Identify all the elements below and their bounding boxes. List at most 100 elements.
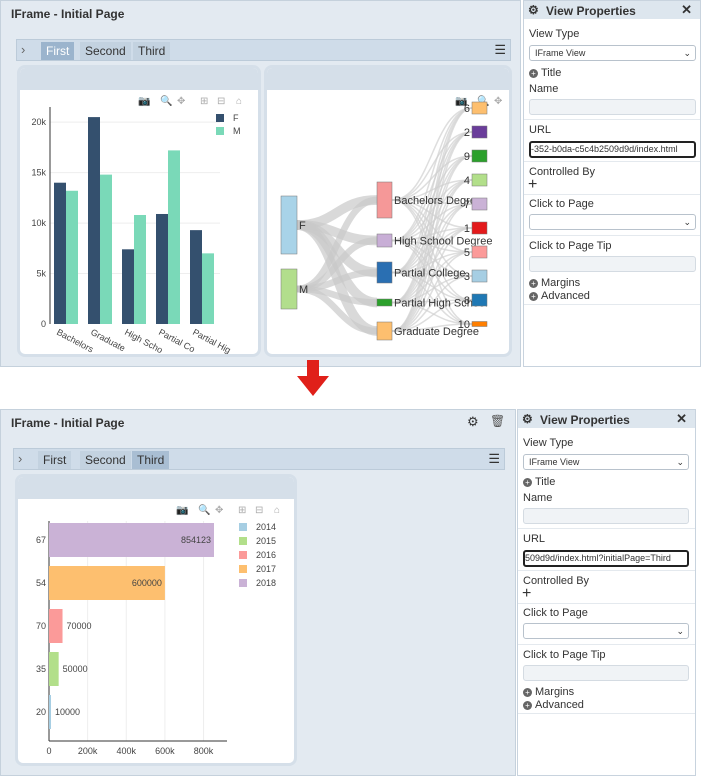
chevron-down-icon: ⌄ (676, 457, 684, 467)
add-controller-icon[interactable]: + (522, 585, 532, 602)
chevron-right-icon[interactable]: › (21, 42, 26, 57)
home-icon[interactable]: ⌂ (236, 96, 242, 107)
advanced-toggle[interactable]: + Advanced (523, 699, 584, 711)
x-tick-label: Partial Hig (191, 327, 232, 355)
click-to-page-tip-field[interactable] (529, 256, 696, 272)
sankey-link (391, 275, 473, 332)
legend-swatch (239, 537, 247, 545)
camera-icon[interactable]: 📷 (455, 96, 467, 107)
view-type-select[interactable]: IFrame View ⌄ (529, 45, 696, 61)
home-icon[interactable]: ⌂ (274, 505, 280, 516)
url-value: -352-b0da-c5c4b2509d9d/index.html (531, 144, 678, 154)
title-section-toggle[interactable]: + Title (529, 67, 561, 79)
page-panel-after: IFrame - Initial Page ⚙ 🗑 › First Second… (0, 409, 516, 776)
x-tick-label: High Scho (123, 327, 164, 355)
data-label: 50000 (63, 664, 88, 674)
tab-first[interactable]: First (38, 451, 72, 469)
sankey-node-label: 4 (464, 175, 470, 187)
plus-icon: + (529, 278, 538, 288)
chevron-right-icon[interactable]: › (18, 451, 23, 466)
controlled-by-label: Controlled By (529, 166, 596, 178)
sankey-node-source (280, 195, 298, 255)
legend-label: 2017 (256, 564, 276, 574)
add-controller-icon[interactable]: + (528, 176, 538, 193)
margins-toggle[interactable]: + Margins (529, 277, 580, 289)
click-to-page-tip-field[interactable] (523, 665, 689, 681)
pan-icon[interactable]: ✥ (215, 505, 223, 516)
sankey-node-target (471, 293, 488, 307)
trash-icon[interactable]: 🗑 (490, 414, 506, 428)
bar-m (66, 190, 78, 324)
title-section-toggle[interactable]: + Title (523, 476, 555, 488)
panel-title: View Properties (546, 4, 636, 18)
sankey-node-label: F (299, 220, 306, 232)
hamburger-icon[interactable]: ☰ (494, 42, 506, 57)
sankey-node-target (471, 101, 488, 115)
legend-swatch (239, 523, 247, 531)
sankey-link (391, 301, 473, 325)
chevron-down-icon: ⌄ (683, 48, 691, 58)
tab-bar: › First Second Third ☰ (16, 39, 511, 61)
click-to-page-select[interactable]: ⌄ (529, 214, 696, 230)
sankey-link (391, 155, 473, 201)
sankey-node-label: High School Degree (394, 236, 492, 248)
zoom-in-icon[interactable]: ⊞ (238, 505, 246, 516)
legend-swatch (216, 127, 224, 135)
view-type-value: IFrame View (529, 457, 580, 467)
tab-third[interactable]: Third (133, 42, 171, 60)
bar-2017 (49, 566, 165, 600)
zoom-out-icon[interactable]: ⊟ (217, 96, 225, 107)
tab-second[interactable]: Second (80, 451, 131, 469)
sankey-node-label: Bachelors Degree (394, 195, 482, 207)
sankey-node-target (471, 173, 488, 187)
name-field[interactable] (529, 99, 696, 115)
title-section-label: Title (535, 476, 556, 488)
pan-icon[interactable]: ✥ (177, 96, 185, 107)
bar-f (190, 230, 202, 324)
x-tick-label: Bachelors (55, 327, 95, 355)
zoom-icon[interactable]: 🔍 (198, 503, 210, 516)
url-field[interactable]: -352-b0da-c5c4b2509d9d/index.html (529, 141, 696, 158)
zoom-in-icon[interactable]: ⊞ (200, 96, 208, 107)
margins-toggle[interactable]: + Margins (523, 686, 574, 698)
sankey-link (391, 107, 473, 242)
sankey-link (391, 131, 473, 332)
gear-icon[interactable]: ⚙ (467, 414, 479, 429)
hamburger-icon[interactable]: ☰ (488, 451, 500, 466)
click-to-page-label: Click to Page (523, 607, 588, 619)
x-tick-label: 200k (78, 746, 98, 756)
click-to-page-select[interactable]: ⌄ (523, 623, 689, 639)
tab-second[interactable]: Second (80, 42, 131, 60)
sankey-node-label: 2 (464, 127, 470, 139)
tab-first[interactable]: First (41, 42, 75, 60)
camera-icon[interactable]: 📷 (138, 96, 150, 107)
advanced-toggle[interactable]: + Advanced (529, 290, 590, 302)
sankey-node-label: Graduate Degree (394, 326, 479, 338)
zoom-icon[interactable]: 🔍 (160, 94, 172, 107)
x-tick-label: 800k (194, 746, 214, 756)
zoom-out-icon[interactable]: ⊟ (255, 505, 263, 516)
panel-header: ⚙ View Properties ✕ (524, 1, 700, 19)
sankey-node-mid (376, 261, 393, 284)
sankey-node-label: 5 (464, 247, 470, 259)
legend-label: M (233, 126, 241, 136)
click-to-page-tip-label: Click to Page Tip (523, 649, 606, 661)
sankey-node-mid (376, 181, 393, 219)
camera-icon[interactable]: 📷 (176, 505, 188, 516)
tab-third[interactable]: Third (132, 451, 170, 469)
sankey-node-target (471, 245, 488, 259)
name-field[interactable] (523, 508, 689, 524)
pan-icon[interactable]: ✥ (494, 96, 502, 107)
close-icon[interactable]: ✕ (676, 411, 687, 426)
sankey-node-label: 10 (458, 319, 470, 331)
x-tick-label: Partial Co (157, 327, 197, 354)
close-icon[interactable]: ✕ (681, 2, 692, 17)
bar-f (122, 249, 134, 324)
legend-label: 2016 (256, 550, 276, 560)
view-type-select[interactable]: IFrame View ⌄ (523, 454, 689, 470)
sankey-node-label: Partial High School (394, 298, 488, 310)
bar-m (134, 214, 146, 324)
sankey-node-target (471, 269, 488, 283)
url-field[interactable]: 509d9d/index.html?initialPage=Third (523, 550, 689, 567)
